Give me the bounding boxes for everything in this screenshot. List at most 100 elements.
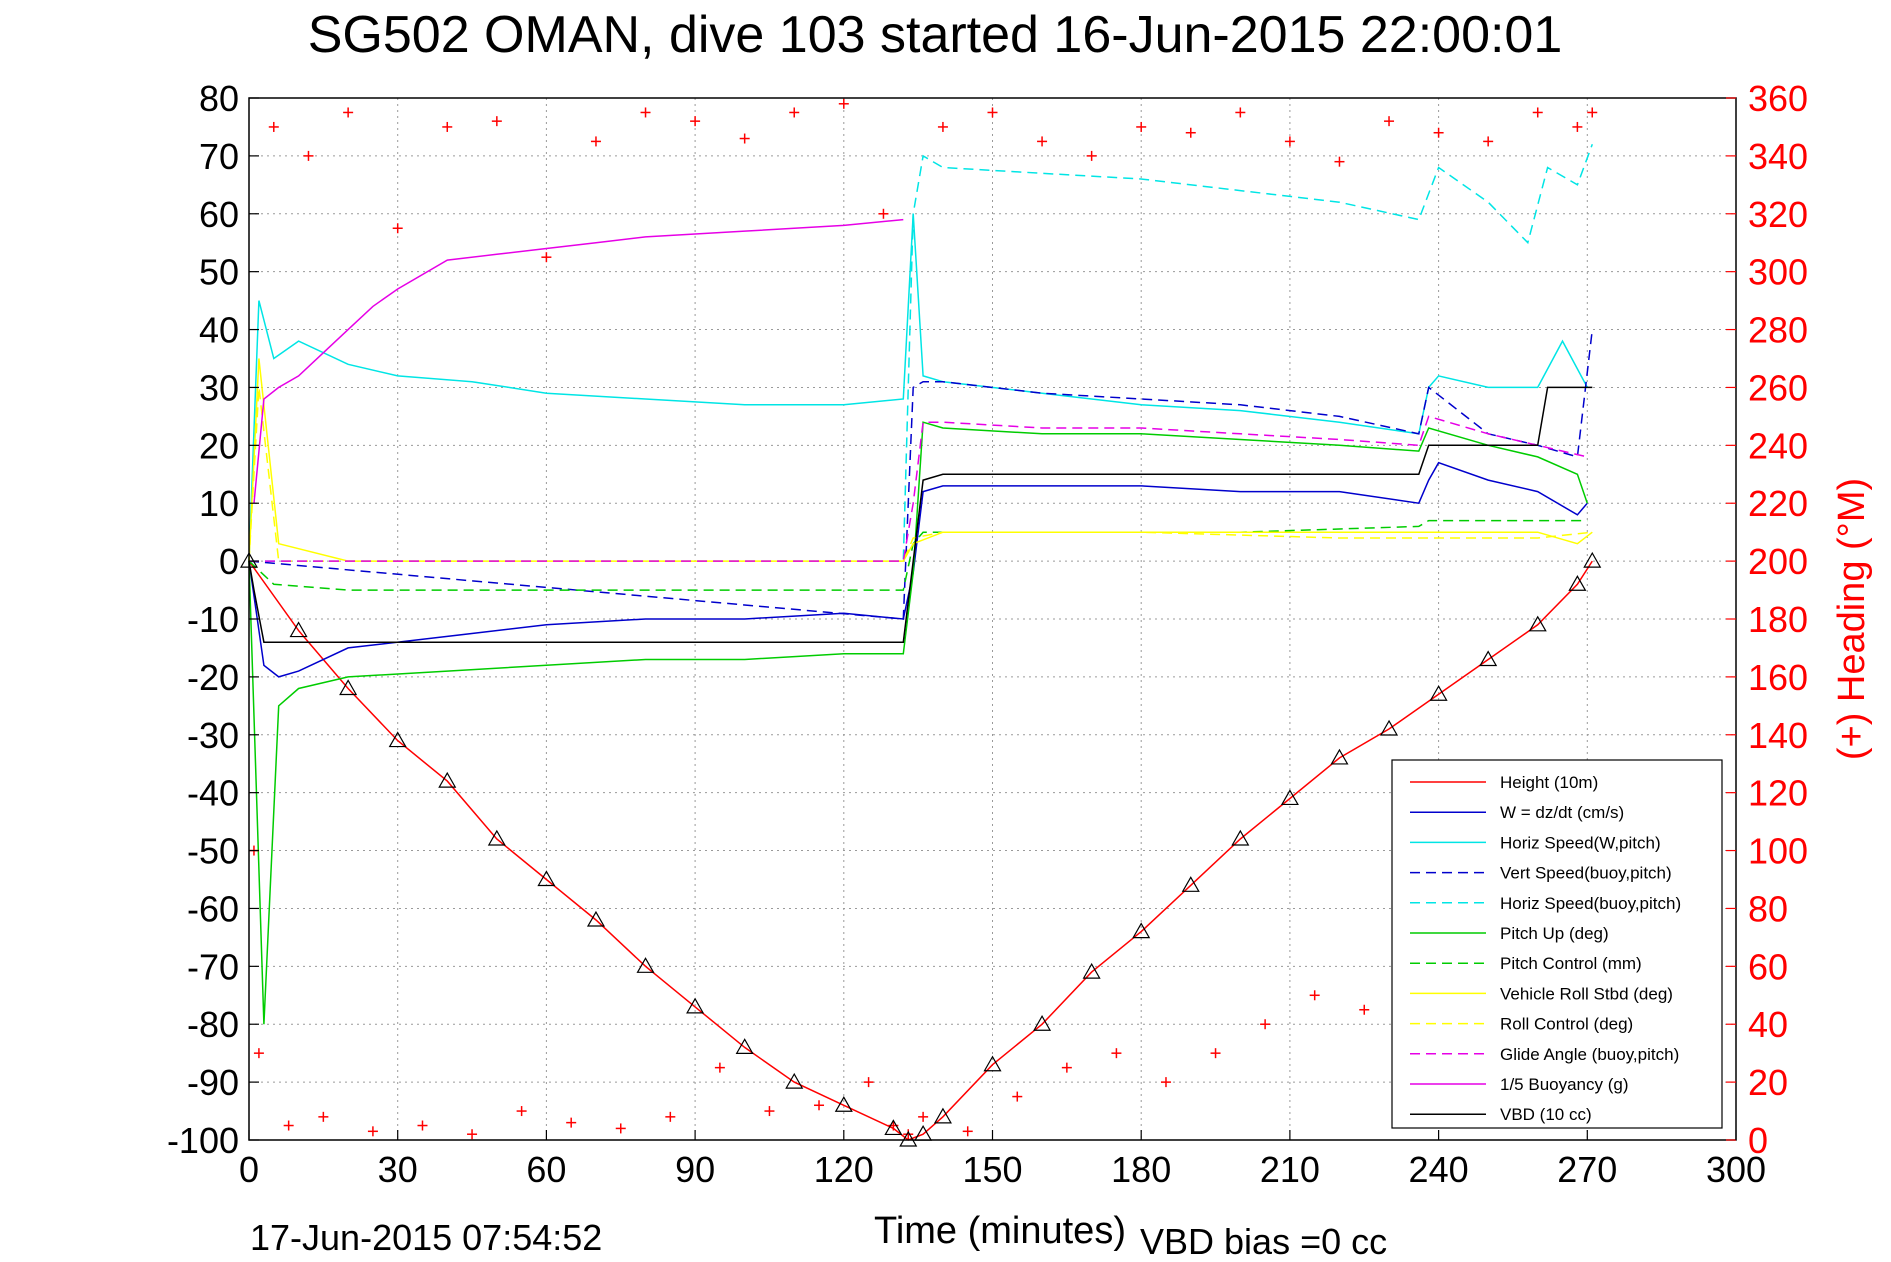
height-marker bbox=[1528, 615, 1547, 632]
legend-label-2: Horiz Speed(W,pitch) bbox=[1500, 833, 1661, 852]
heading-markers bbox=[248, 98, 1598, 1140]
height-marker bbox=[289, 621, 308, 638]
heading-point bbox=[789, 107, 800, 118]
heading-point bbox=[1359, 1004, 1370, 1015]
right-tick-label: 280 bbox=[1748, 310, 1808, 351]
heading-point bbox=[467, 1129, 478, 1140]
heading-point bbox=[268, 121, 279, 132]
legend-label-0: Height (10m) bbox=[1500, 773, 1598, 792]
x-tick-label: 90 bbox=[675, 1149, 715, 1190]
heading-point bbox=[367, 1126, 378, 1137]
x-axis-label: Time (minutes) bbox=[874, 1210, 1126, 1252]
heading-point bbox=[863, 1077, 874, 1088]
heading-point bbox=[1309, 990, 1320, 1001]
right-tick-label: 40 bbox=[1748, 1004, 1788, 1045]
right-tick-label: 100 bbox=[1748, 831, 1808, 872]
x-tick-label: 120 bbox=[814, 1149, 874, 1190]
heading-point bbox=[764, 1106, 775, 1117]
heading-point bbox=[962, 1126, 973, 1137]
vbd-bias-label: VBD bias =0 cc bbox=[1140, 1221, 1387, 1262]
series-line-5 bbox=[248, 421, 1589, 1025]
legend-label-6: Pitch Control (mm) bbox=[1500, 954, 1642, 973]
height-marker bbox=[388, 731, 407, 748]
x-tick-label: 210 bbox=[1260, 1149, 1320, 1190]
y-tick-label: -70 bbox=[187, 946, 239, 987]
right-tick-label: 60 bbox=[1748, 946, 1788, 987]
heading-point bbox=[417, 1120, 428, 1131]
series-line-7 bbox=[248, 358, 1593, 562]
height-marker bbox=[1568, 575, 1587, 591]
x-tick-label: 60 bbox=[526, 1149, 566, 1190]
heading-point bbox=[918, 1111, 929, 1122]
height-marker bbox=[1379, 719, 1399, 736]
heading-point bbox=[541, 252, 552, 263]
right-tick-label: 340 bbox=[1748, 136, 1808, 177]
y-tick-label: 50 bbox=[199, 252, 239, 293]
right-tick-label: 360 bbox=[1748, 78, 1808, 119]
right-tick-label: 0 bbox=[1748, 1120, 1768, 1161]
heading-point bbox=[714, 1062, 725, 1073]
heading-point bbox=[283, 1120, 294, 1131]
y-tick-label: -90 bbox=[187, 1062, 239, 1103]
heading-point bbox=[640, 107, 651, 118]
height-marker bbox=[636, 957, 655, 973]
height-marker bbox=[1082, 962, 1101, 979]
legend-label-1: W = dz/dt (cm/s) bbox=[1500, 803, 1624, 822]
heading-point bbox=[1587, 107, 1598, 118]
height-marker bbox=[1280, 789, 1299, 806]
right-tick-label: 180 bbox=[1748, 599, 1808, 640]
right-tick-label: 80 bbox=[1748, 888, 1788, 929]
heading-point bbox=[1086, 150, 1097, 161]
y-tick-label: 0 bbox=[219, 541, 239, 582]
x-tick-label: 300 bbox=[1706, 1149, 1766, 1190]
heading-point bbox=[1061, 1062, 1072, 1073]
y-tick-label: -30 bbox=[187, 715, 239, 756]
heading-point bbox=[1532, 107, 1543, 118]
height-marker bbox=[1429, 685, 1448, 701]
right-tick-label: 260 bbox=[1748, 367, 1808, 408]
heading-point bbox=[1210, 1048, 1221, 1059]
height-marker bbox=[1181, 876, 1200, 892]
height-marker bbox=[735, 1038, 754, 1054]
height-marker bbox=[686, 997, 705, 1014]
right-tick-label: 240 bbox=[1748, 425, 1808, 466]
height-marker bbox=[1132, 922, 1151, 939]
y-tick-label: -50 bbox=[187, 831, 239, 872]
legend-label-7: Vehicle Roll Stbd (deg) bbox=[1500, 984, 1673, 1003]
right-tick-label: 120 bbox=[1748, 773, 1808, 814]
heading-point bbox=[987, 107, 998, 118]
heading-point bbox=[1433, 127, 1444, 138]
y-tick-label: 70 bbox=[199, 136, 239, 177]
series-line-1 bbox=[248, 461, 1588, 678]
right-axis: 3603403203002802602402202001801601401201… bbox=[1726, 78, 1808, 1161]
heading-point bbox=[590, 136, 601, 147]
y-tick-label: 20 bbox=[199, 425, 239, 466]
series-line-8 bbox=[248, 387, 1593, 562]
right-tick-label: 20 bbox=[1748, 1062, 1788, 1103]
heading-point bbox=[1384, 116, 1395, 127]
heading-point bbox=[1185, 127, 1196, 138]
legend-label-3: Vert Speed(buoy,pitch) bbox=[1500, 864, 1672, 883]
y-tick-label: 30 bbox=[199, 367, 239, 408]
right-tick-label: 320 bbox=[1748, 194, 1808, 235]
heading-point bbox=[1160, 1077, 1171, 1088]
height-marker bbox=[586, 910, 606, 927]
x-tick-label: 0 bbox=[239, 1149, 259, 1190]
heading-point bbox=[1012, 1091, 1023, 1102]
height-marker bbox=[933, 1107, 952, 1124]
legend-label-11: VBD (10 cc) bbox=[1500, 1105, 1592, 1124]
right-tick-label: 220 bbox=[1748, 483, 1808, 524]
height-marker bbox=[834, 1096, 853, 1112]
height-marker bbox=[537, 870, 556, 887]
heading-point bbox=[1334, 156, 1345, 167]
heading-point bbox=[253, 1048, 264, 1059]
heading-point bbox=[690, 116, 701, 127]
heading-point bbox=[1284, 136, 1295, 147]
heading-point bbox=[739, 133, 750, 144]
heading-point bbox=[665, 1111, 676, 1122]
heading-point bbox=[566, 1117, 577, 1128]
series-line-2 bbox=[248, 213, 1588, 562]
heading-point bbox=[303, 150, 314, 161]
x-tick-label: 240 bbox=[1409, 1149, 1469, 1190]
